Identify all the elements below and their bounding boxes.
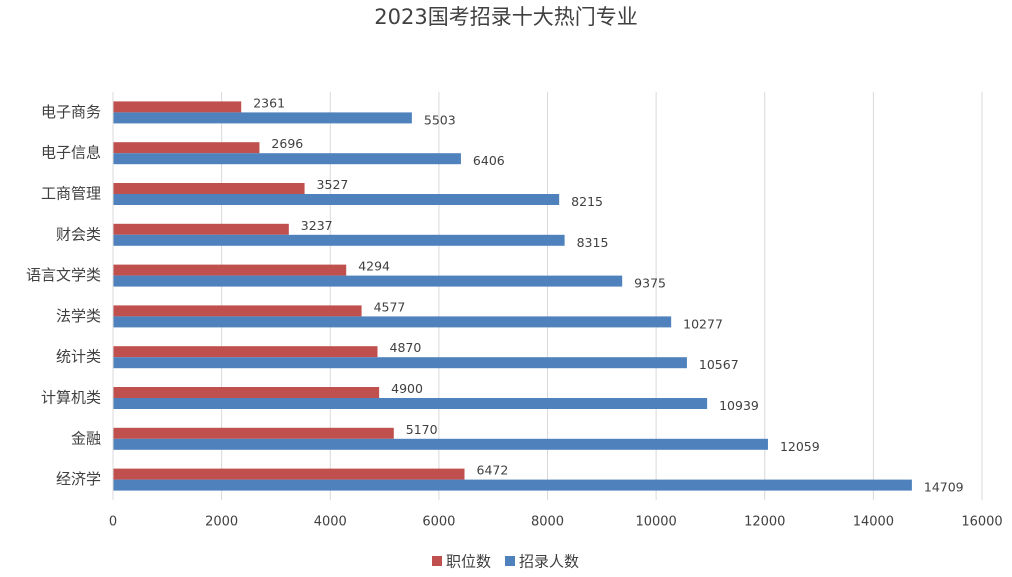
value-label: 6406 bbox=[473, 153, 505, 168]
bar bbox=[113, 316, 672, 328]
value-label: 4870 bbox=[390, 340, 422, 355]
value-label: 2361 bbox=[253, 95, 285, 110]
value-label: 5503 bbox=[424, 112, 456, 127]
x-tick-label: 8000 bbox=[531, 515, 564, 530]
chart-title: 2023国考招录十大热门专业 bbox=[374, 5, 637, 29]
bar bbox=[113, 142, 260, 154]
x-tick-label: 2000 bbox=[205, 515, 238, 530]
value-label: 3237 bbox=[301, 218, 333, 233]
value-label: 6472 bbox=[477, 463, 509, 478]
bar bbox=[113, 183, 305, 194]
value-label: 14709 bbox=[924, 480, 964, 495]
bar bbox=[113, 194, 560, 205]
x-tick-label: 0 bbox=[109, 515, 117, 530]
x-tick-label: 10000 bbox=[635, 515, 676, 530]
y-tick-label: 法学类 bbox=[56, 307, 101, 325]
bar bbox=[113, 398, 708, 409]
y-tick-label: 工商管理 bbox=[41, 185, 101, 203]
bar bbox=[113, 264, 347, 276]
x-tick-label: 16000 bbox=[961, 515, 1002, 530]
value-label: 10567 bbox=[699, 357, 739, 372]
y-tick-label: 计算机类 bbox=[41, 389, 101, 407]
value-label: 10277 bbox=[683, 316, 723, 331]
legend-label: 职位数 bbox=[446, 553, 491, 571]
value-label: 4900 bbox=[391, 381, 423, 396]
legend-label: 招录人数 bbox=[519, 553, 579, 571]
bar bbox=[113, 234, 565, 246]
x-tick-label: 12000 bbox=[744, 515, 785, 530]
bar bbox=[113, 275, 623, 287]
y-tick-label: 经济学 bbox=[56, 470, 101, 488]
bar bbox=[113, 357, 687, 369]
legend-swatch bbox=[505, 556, 516, 566]
value-label: 8215 bbox=[571, 194, 603, 209]
value-label: 12059 bbox=[780, 439, 820, 454]
bar bbox=[113, 346, 378, 358]
value-label: 3527 bbox=[317, 177, 349, 192]
x-tick-label: 4000 bbox=[314, 515, 347, 530]
bar bbox=[113, 479, 912, 491]
value-label: 2696 bbox=[271, 136, 303, 151]
y-tick-label: 金融 bbox=[71, 429, 101, 447]
y-tick-label: 统计类 bbox=[56, 348, 101, 366]
bar bbox=[113, 438, 768, 450]
bar bbox=[113, 223, 289, 235]
y-tick-label: 语言文学类 bbox=[26, 266, 101, 284]
x-tick-label: 14000 bbox=[853, 515, 894, 530]
bar bbox=[113, 112, 412, 124]
value-label: 5170 bbox=[406, 422, 438, 437]
bar bbox=[113, 153, 461, 165]
bar bbox=[113, 468, 465, 480]
y-tick-label: 电子商务 bbox=[41, 103, 101, 121]
value-label: 8315 bbox=[577, 235, 609, 250]
bar bbox=[113, 427, 394, 439]
bar bbox=[113, 387, 380, 398]
value-label: 10939 bbox=[719, 398, 759, 413]
value-label: 4577 bbox=[374, 299, 406, 314]
y-tick-label: 电子信息 bbox=[41, 144, 101, 162]
value-label: 4294 bbox=[358, 259, 390, 274]
value-label: 9375 bbox=[634, 276, 666, 291]
bar bbox=[113, 305, 362, 317]
x-tick-label: 6000 bbox=[422, 515, 455, 530]
y-tick-label: 财会类 bbox=[56, 225, 101, 243]
legend-swatch bbox=[432, 556, 442, 566]
bar bbox=[113, 101, 242, 113]
